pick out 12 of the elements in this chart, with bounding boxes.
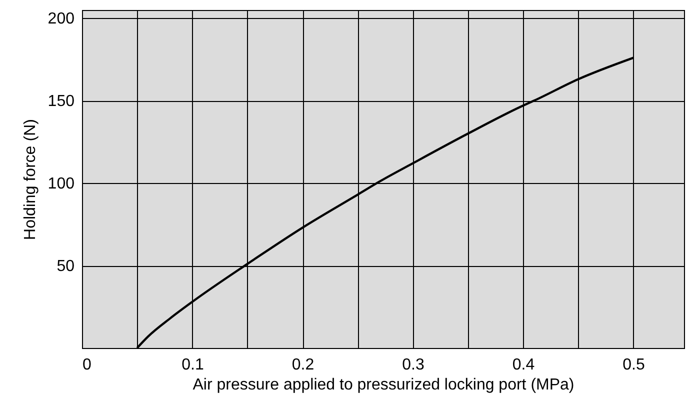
- x-axis-title: Air pressure applied to pressurized locking port (MPa): [192, 376, 574, 394]
- y-tick-label: 150: [48, 93, 75, 110]
- x-tick-label: 0.5: [622, 356, 645, 374]
- x-tick-label: 0.1: [182, 356, 204, 374]
- y-tick-label: 200: [48, 10, 75, 28]
- y-axis-title: Holding force (N): [22, 119, 39, 240]
- y-tick-label: 50: [56, 258, 75, 276]
- x-tick-label: 0.2: [292, 356, 314, 374]
- y-tick-label: 100: [48, 176, 75, 193]
- x-tick-label: 0.3: [402, 356, 424, 374]
- x-tick-label: 0: [82, 356, 92, 374]
- x-tick-label: 0.4: [512, 356, 535, 374]
